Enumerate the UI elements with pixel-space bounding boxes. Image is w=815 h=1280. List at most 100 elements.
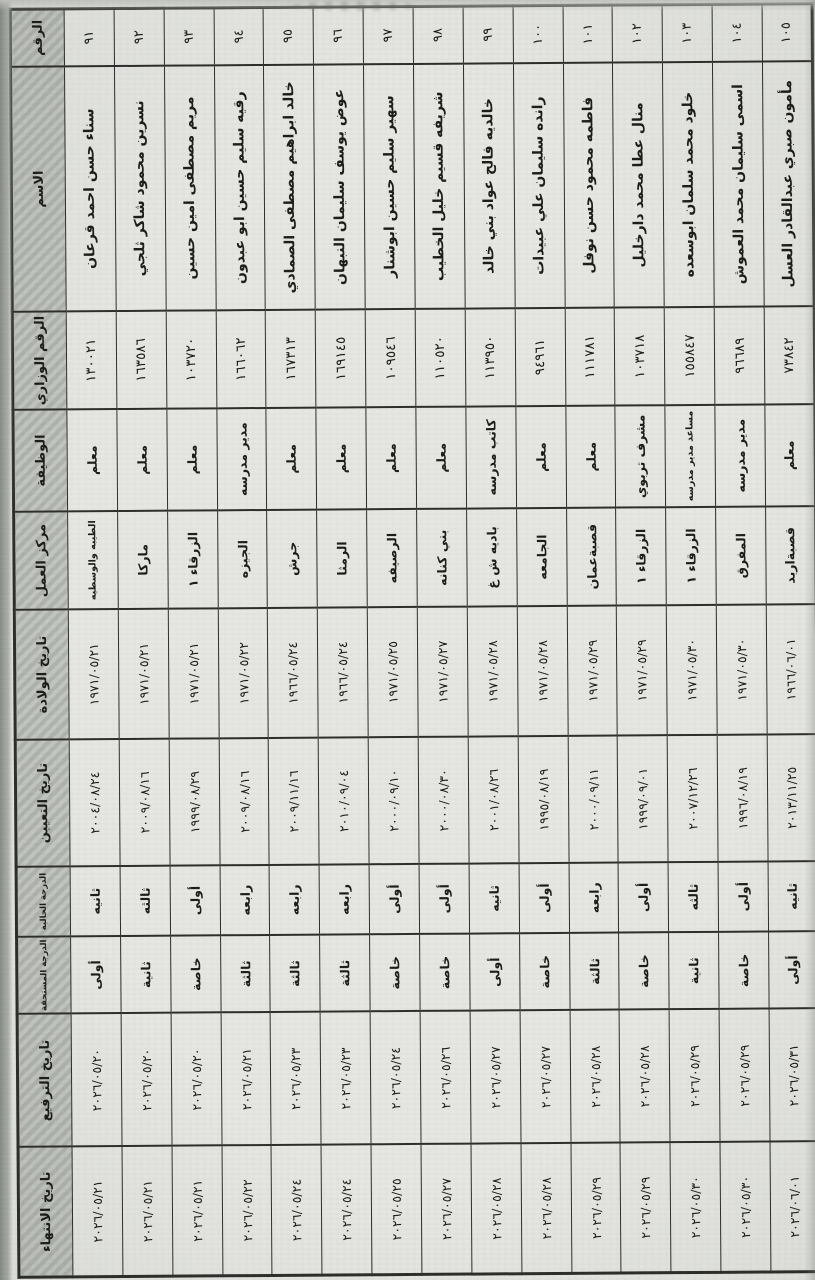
cell-grade_current: أولى [369,863,420,935]
cell-birth_date: ١٩٦٦/٠٥/٢٤ [317,607,369,738]
cell-appoint_date: ١٩٩٩/٠٨/٢٩ [168,738,220,866]
cell-job: مشرف تربوي [615,405,666,508]
header-cell-grade_due: الدرجة المستحقة [16,936,72,1015]
cell-grade_current: أولى [169,865,221,936]
cell-grade_current: رابعه [219,864,270,936]
cell-name: رانده سليمان علي عبيدات [513,62,565,309]
cell-grade_due: ثانية [120,935,171,1014]
record-row: ٩٧ سهير سليم حسين ابوشنار ١٠٩٥٤٦ معلم الرصيف… [363,5,422,1275]
cell-center: جرش [267,509,318,608]
cell-birth_date: ١٩٧١/٠٥/٢٩ [616,605,668,736]
cell-end_date: ٢٠٢٦/٠٥/٢٤ [271,1145,323,1276]
cell-promote_date: ٢٠٢٦/٠٥/٢١ [220,1012,272,1146]
cell-name: فاطمه محمود حسن نوفل [563,62,615,308]
cell-job: معلم [415,406,467,509]
cell-grade_due: ثالثة [269,934,321,1013]
cell-birth_date: ١٩٧١/٠٥/٣٠ [716,604,768,735]
cell-end_date: ٢٠٢٦/٠٥/٢٨ [470,1143,522,1275]
cell-grade_due: ثالثة [220,934,271,1013]
cell-promote_date: ٢٠٢٦/٠٥/٢٠ [170,1012,222,1147]
cell-birth_date: ١٩٧١/٠٥/٢٧ [417,606,469,737]
cell-grade_due: خاصة [170,935,221,1014]
cell-grade_due: أولى [469,933,520,1012]
cell-job: معلم [366,406,417,510]
scan-edge-shadow-top [0,0,815,11]
cell-ministry_no: ١٦٧٣١٣ [265,309,317,408]
cell-name: عوض يوسف سليمان النبهان [313,64,366,310]
record-row: ٩٩ خالديه فالح عواد بني خالد ١١٣٩٥٠ كاتب مد… [462,5,522,1275]
cell-job: معلم [166,408,218,511]
cell-end_date: ٢٠٢٦/٠٥/٣٠ [720,1141,771,1273]
cell-grade_due: ثالثة [569,932,620,1011]
cell-end_date: ٢٠٢٦/٠٥/٢٤ [321,1144,373,1276]
cell-promote_date: ٢٠٢٦/٠٥/٢٤ [370,1011,422,1145]
header-cell-grade_current: الدرجة الحالية [16,866,71,937]
cell-birth_date: ١٩٧١/٠٥/٢١ [68,609,120,740]
cell-name: نسرين محمود شاكر ثلجي [114,65,166,312]
cell-num: ٩٩ [462,5,514,64]
record-row: ٩٥ خالد ابراهيم مصطفى الصمادي ١٦٧٣١٣ معلم جر… [263,6,323,1276]
header-cell-promote_date: تاريخ الترفيع [17,1013,73,1148]
cell-birth_date: ١٩٧١/٠٥/٢١ [118,608,169,740]
cell-end_date: ٢٠٢٦/٠٥/٢٩ [570,1143,622,1274]
cell-end_date: ٢٠٢٦/٠٥/٢١ [72,1146,123,1277]
cell-name: سناء حسن احمد قرعان [64,66,117,312]
cell-job: معلم [316,407,367,510]
cell-grade_current: ثالثه [119,865,171,937]
cell-birth_date: ١٩٧١/٠٥/٢٨ [467,606,518,737]
scan-edge-shadow-left [0,0,13,1280]
header-cell-job: الوظيفة [12,409,68,512]
cell-ministry_no: ٩٦٦٨٩ [714,306,765,405]
cell-num: ٩٧ [363,5,414,65]
cell-end_date: ٢٠٢٦/٠٥/٢٧ [421,1144,472,1275]
record-row: ١٠٢ منال عطا محمد دارخليل ١٠٣٧١٨ مشرف تربوي… [612,4,672,1274]
cell-center: الرمثا [316,509,368,608]
cell-appoint_date: ٢٠٠٠/٠٩/١١ [567,735,619,863]
cell-grade_current: أولى [618,862,669,933]
cell-ministry_no: ١٠٩٥٤٦ [365,308,416,408]
cell-num: ١٠٤ [712,3,763,62]
cell-birth_date: ١٩٦٦/٠٥/٢٤ [267,607,319,738]
cell-grade_due: خاصة [419,933,470,1012]
cell-promote_date: ٢٠٢٦/٠٥/٢٠ [71,1013,122,1147]
cell-promote_date: ٢٠٢٦/٠٥/٢٩ [669,1009,721,1143]
cell-num: ١٠٣ [662,3,713,63]
cell-center: قصبةعمان [566,507,617,606]
cell-end_date: ٢٠٢٦/٠٥/٢٢ [221,1145,273,1276]
cell-num: ٩٨ [413,5,464,64]
cell-num: ٩٥ [263,6,314,66]
cell-birth_date: ١٩٧١/٠٥/٢٢ [217,607,269,739]
cell-grade_due: أولى [70,936,121,1014]
cell-end_date: ٢٠٢٦/٠٥/٢١ [171,1145,223,1277]
cell-promote_date: ٢٠٢٦/٠٥/٢٨ [569,1010,621,1144]
cell-promote_date: ٢٠٢٦/٠٥/٢٧ [519,1010,571,1144]
cell-ministry_no: ١٦٦٠٦٢ [215,309,267,409]
cell-appoint_date: ٢٠٠٠/٠٨/٣٠ [418,736,469,864]
cell-num: ١٠٢ [612,4,663,63]
cell-birth_date: ١٩٧١/٠٥/٢٥ [367,606,419,738]
cell-name: اسمى سليمان محمد العموش [712,61,765,307]
cell-ministry_no: ١٣٠٠٢١ [66,311,117,410]
cell-num: ٩١ [64,8,115,67]
cell-ministry_no: ١٦٩١٤٥ [315,309,367,408]
cell-grade_current: ثالثه [668,861,719,933]
cell-birth_date: ١٩٧١/٠٥/٢٨ [517,605,568,737]
cell-promote_date: ٢٠٢٦/٠٥/٢٧ [469,1010,521,1145]
cell-promote_date: ٢٠٢٦/٠٥/٢٣ [270,1012,322,1146]
header-cell-name: الاسم [10,66,67,312]
cell-center: الزرقاء ١ [616,507,667,606]
cell-appoint_date: ٢٠٠١/٠٨/٢٦ [468,736,519,864]
personnel-table: الرقم الاسم الرقم الوزاري الوظيفة مركز العمل… [8,1,815,1279]
cell-job: معلم [565,405,617,508]
cell-job: معلم [515,405,567,509]
cell-grade_due: خاصة [619,932,670,1011]
cell-name: شريفه قسيم خليل الخطيب [413,63,466,309]
cell-grade_due: خاصة [369,933,421,1012]
cell-name: منال عطا محمد دارخليل [612,62,665,308]
cell-end_date: ٢٠٢٦/٠٥/٣٠ [670,1142,722,1273]
cell-grade_current: أولى [718,861,769,932]
cell-center: ماركا [117,510,168,610]
cell-grade_due: خاصة [718,931,770,1010]
